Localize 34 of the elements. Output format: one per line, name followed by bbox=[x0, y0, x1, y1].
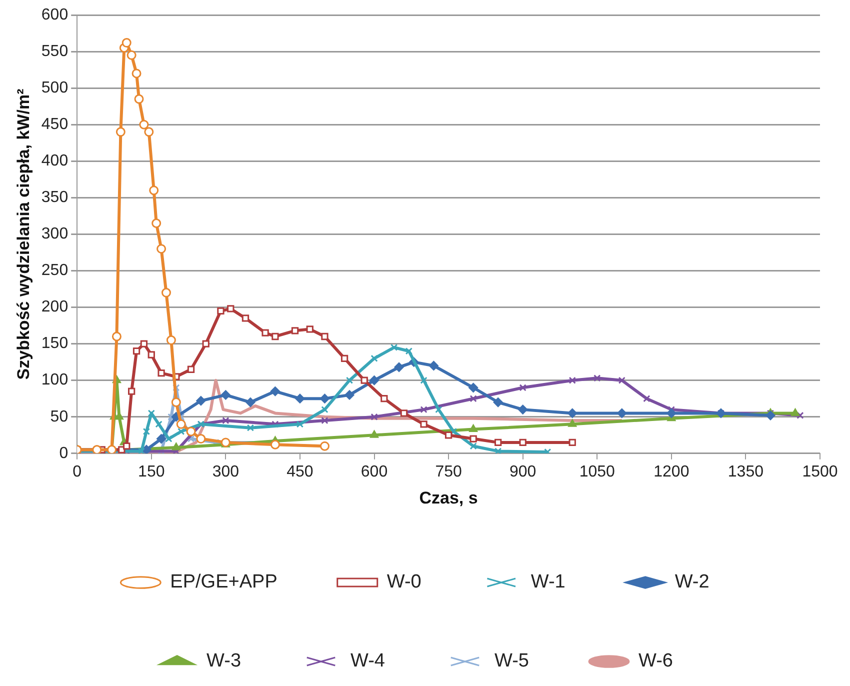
y-tick-label: 300 bbox=[41, 226, 68, 243]
y-tick-label: 500 bbox=[41, 79, 68, 96]
y-tick-label: 100 bbox=[41, 372, 68, 389]
legend-label: W-4 bbox=[350, 650, 386, 672]
y-axis-title: Szybkość wydzielania ciepła, kW/m² bbox=[14, 88, 33, 380]
x-tick-label: 1350 bbox=[728, 463, 764, 480]
x-tick-label: 450 bbox=[286, 463, 314, 480]
x-tick-label: 300 bbox=[212, 463, 240, 480]
legend-label: W-6 bbox=[638, 650, 673, 672]
legend-label: W-3 bbox=[206, 650, 242, 672]
y-tick-label: 150 bbox=[41, 335, 68, 352]
x-tick-label: 750 bbox=[435, 463, 462, 480]
x-tick-label: 1500 bbox=[802, 463, 838, 480]
y-tick-label: 250 bbox=[41, 262, 68, 280]
y-tick-label: 600 bbox=[41, 6, 68, 24]
legend-label: W-5 bbox=[494, 650, 529, 672]
legend-label: W-2 bbox=[674, 572, 710, 593]
y-tick-label: 50 bbox=[50, 408, 68, 426]
x-tick-label: 1200 bbox=[654, 463, 690, 480]
x-tick-label: 0 bbox=[72, 463, 82, 480]
x-tick-label: 1050 bbox=[579, 463, 616, 480]
y-tick-label: 450 bbox=[41, 116, 68, 134]
x-tick-label: 900 bbox=[509, 463, 536, 480]
legend-label: W-1 bbox=[530, 572, 566, 593]
x-tick-label: 600 bbox=[360, 463, 388, 480]
y-tick-label: 550 bbox=[41, 42, 68, 60]
y-tick-label: 400 bbox=[41, 152, 68, 170]
y-tick-label: 200 bbox=[41, 298, 68, 316]
x-axis-title: Czas, s bbox=[419, 488, 478, 508]
x-tick-label: 150 bbox=[138, 463, 165, 480]
legend-label: EP/GE+APP bbox=[170, 572, 278, 593]
legend-label: W-0 bbox=[386, 572, 422, 593]
y-tick-label: 0 bbox=[59, 444, 68, 462]
y-tick-label: 350 bbox=[41, 189, 68, 206]
